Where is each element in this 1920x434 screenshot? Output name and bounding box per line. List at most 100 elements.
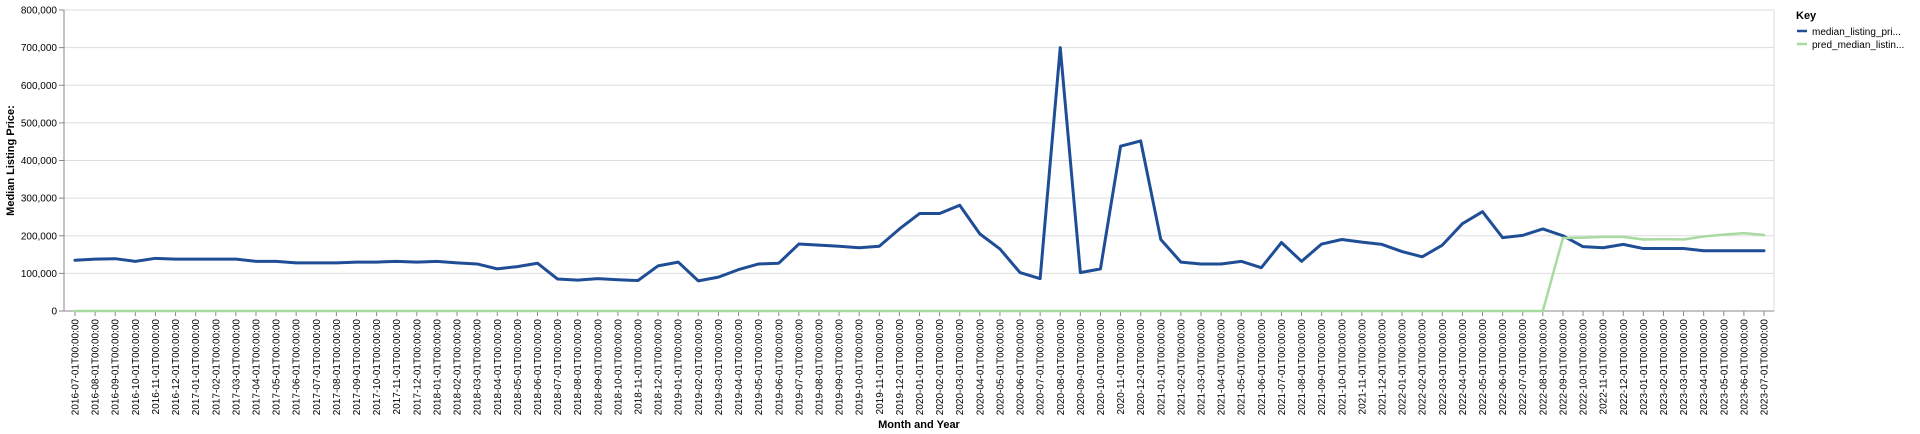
x-tick-label: 2020-02-01T00:00:00: [935, 319, 946, 416]
x-tick-label: 2018-02-01T00:00:00: [453, 319, 464, 416]
x-tick-label: 2021-09-01T00:00:00: [1317, 319, 1328, 416]
x-tick-label: 2021-08-01T00:00:00: [1297, 319, 1308, 416]
x-tick-label: 2022-02-01T00:00:00: [1418, 319, 1429, 416]
x-tick-label: 2019-08-01T00:00:00: [814, 319, 825, 416]
x-tick-label: 2019-06-01T00:00:00: [774, 319, 785, 416]
x-tick-label: 2022-08-01T00:00:00: [1538, 319, 1549, 416]
y-tick-label: 300,000: [21, 194, 58, 205]
y-tick-label: 500,000: [21, 118, 58, 129]
x-tick-label: 2018-07-01T00:00:00: [553, 319, 564, 416]
x-tick-label: 2021-05-01T00:00:00: [1237, 319, 1248, 416]
gridlines: [63, 9, 1775, 312]
x-tick-label: 2022-05-01T00:00:00: [1478, 319, 1489, 416]
x-tick-label: 2021-10-01T00:00:00: [1337, 319, 1348, 416]
x-tick-label: 2022-09-01T00:00:00: [1558, 319, 1569, 416]
x-tick-label: 2023-01-01T00:00:00: [1639, 319, 1650, 416]
x-tick-label: 2021-01-01T00:00:00: [1156, 319, 1167, 416]
y-axis: 0 100,000 200,000 300,000 400,000 500,000 600,…: [21, 6, 65, 318]
x-tick-label: 2019-04-01T00:00:00: [734, 319, 745, 416]
x-tick-label: 2021-06-01T00:00:00: [1257, 319, 1268, 416]
x-tick-label: 2018-01-01T00:00:00: [432, 319, 443, 416]
x-tick-label: 2019-12-01T00:00:00: [895, 319, 906, 416]
x-tick-label: 2020-01-01T00:00:00: [915, 319, 926, 416]
x-tick-label: 2018-04-01T00:00:00: [493, 319, 504, 416]
legend-title: Key: [1796, 10, 1817, 22]
x-tick-label: 2020-05-01T00:00:00: [995, 319, 1006, 416]
x-tick-label: 2017-03-01T00:00:00: [231, 319, 242, 416]
x-tick-label: 2020-06-01T00:00:00: [1016, 319, 1027, 416]
x-tick-label: 2017-04-01T00:00:00: [251, 319, 262, 416]
x-tick-label: 2018-05-01T00:00:00: [513, 319, 524, 416]
x-tick-label: 2022-01-01T00:00:00: [1398, 319, 1409, 416]
x-tick-label: 2021-11-01T00:00:00: [1357, 319, 1368, 415]
x-tick-label: 2023-02-01T00:00:00: [1659, 319, 1670, 416]
x-tick-label: 2019-05-01T00:00:00: [754, 319, 765, 416]
x-axis: 2016-07-01T00:00:00 2016-08-01T00:00:00 20…: [64, 310, 1774, 416]
x-tick-label: 2020-03-01T00:00:00: [955, 319, 966, 416]
x-tick-label: 2022-12-01T00:00:00: [1619, 319, 1630, 416]
x-tick-label: 2019-11-01T00:00:00: [875, 319, 886, 415]
x-tick-label: 2022-03-01T00:00:00: [1438, 319, 1449, 416]
series-lines: [73, 46, 1766, 313]
x-tick-label: 2018-09-01T00:00:00: [593, 319, 604, 416]
x-tick-label: 2018-03-01T00:00:00: [473, 319, 484, 416]
x-tick-label: 2019-10-01T00:00:00: [855, 319, 866, 416]
x-tick-label: 2018-10-01T00:00:00: [613, 319, 624, 416]
x-tick-label: 2021-07-01T00:00:00: [1277, 319, 1288, 416]
x-tick-label: 2020-11-01T00:00:00: [1116, 319, 1127, 415]
x-tick-label: 2016-11-01T00:00:00: [151, 319, 162, 415]
x-tick-label: 2019-07-01T00:00:00: [794, 319, 805, 416]
x-tick-label: 2018-06-01T00:00:00: [533, 319, 544, 416]
y-axis-title: Median Listing Price:: [5, 105, 17, 216]
x-tick-label: 2019-01-01T00:00:00: [674, 319, 685, 416]
x-tick-label: 2017-07-01T00:00:00: [312, 319, 323, 416]
x-tick-label: 2022-04-01T00:00:00: [1458, 319, 1469, 416]
y-tick-label: 100,000: [21, 269, 58, 280]
x-tick-label: 2021-03-01T00:00:00: [1197, 319, 1208, 416]
x-tick-label: 2022-10-01T00:00:00: [1579, 319, 1590, 416]
x-tick-label: 2020-12-01T00:00:00: [1136, 319, 1147, 416]
x-axis-title: Month and Year: [878, 419, 960, 431]
y-tick-label: 0: [51, 307, 57, 318]
x-tick-label: 2020-07-01T00:00:00: [1036, 319, 1047, 416]
x-tick-label: 2023-05-01T00:00:00: [1719, 319, 1730, 416]
x-tick-label: 2016-10-01T00:00:00: [131, 319, 142, 416]
y-tick-label: 800,000: [21, 6, 58, 17]
x-tick-label: 2022-11-01T00:00:00: [1599, 319, 1610, 415]
x-tick-label: 2021-02-01T00:00:00: [1176, 319, 1187, 416]
y-tick-label: 400,000: [21, 156, 58, 167]
x-tick-label: 2020-08-01T00:00:00: [1056, 319, 1067, 416]
legend: Key median_listing_pri... pred_median_lis…: [1796, 10, 1904, 51]
x-tick-label: 2019-09-01T00:00:00: [835, 319, 846, 416]
x-tick-label: 2018-08-01T00:00:00: [573, 319, 584, 416]
x-tick-label: 2020-10-01T00:00:00: [1096, 319, 1107, 416]
x-tick-label: 2017-10-01T00:00:00: [372, 319, 383, 416]
x-tick-label: 2023-06-01T00:00:00: [1739, 319, 1750, 416]
x-tick-label: 2020-04-01T00:00:00: [975, 319, 986, 416]
x-tick-label: 2021-12-01T00:00:00: [1377, 319, 1388, 416]
x-tick-label: 2018-11-01T00:00:00: [634, 319, 645, 415]
x-tick-label: 2023-07-01T00:00:00: [1760, 319, 1771, 416]
x-tick-label: 2017-02-01T00:00:00: [211, 319, 222, 416]
x-tick-label: 2020-09-01T00:00:00: [1076, 319, 1087, 416]
y-tick-label: 700,000: [21, 43, 58, 54]
x-tick-label: 2022-06-01T00:00:00: [1498, 319, 1509, 416]
x-tick-label: 2017-05-01T00:00:00: [272, 319, 283, 416]
y-tick-label: 200,000: [21, 231, 58, 242]
x-tick-label: 2016-08-01T00:00:00: [91, 319, 102, 416]
series-line-1: [73, 46, 1766, 283]
x-tick-label: 2019-03-01T00:00:00: [714, 319, 725, 416]
x-tick-label: 2017-08-01T00:00:00: [332, 319, 343, 416]
x-tick-label: 2018-12-01T00:00:00: [654, 319, 665, 416]
y-tick-label: 600,000: [21, 81, 58, 92]
x-tick-label: 2016-07-01T00:00:00: [71, 319, 82, 416]
x-tick-label: 2016-12-01T00:00:00: [171, 319, 182, 416]
x-tick-label: 2017-12-01T00:00:00: [412, 319, 423, 416]
legend-label-1: median_listing_pri...: [1812, 27, 1901, 38]
x-tick-label: 2016-09-01T00:00:00: [111, 319, 122, 416]
x-tick-label: 2023-03-01T00:00:00: [1679, 319, 1690, 416]
x-tick-label: 2022-07-01T00:00:00: [1518, 319, 1529, 416]
x-tick-label: 2017-11-01T00:00:00: [392, 319, 403, 415]
x-tick-label: 2019-02-01T00:00:00: [694, 319, 705, 416]
